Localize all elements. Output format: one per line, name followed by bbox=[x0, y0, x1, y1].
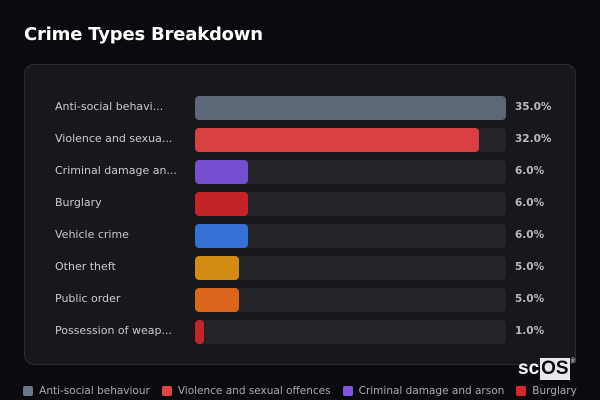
bar-row[interactable]: Criminal damage an... 6.0% bbox=[25, 160, 575, 184]
bar-track bbox=[195, 192, 506, 216]
bar-track bbox=[195, 96, 506, 120]
bar-track bbox=[195, 256, 506, 280]
bar-value: 5.0% bbox=[515, 293, 545, 305]
bar-track bbox=[195, 224, 506, 248]
bar-value: 6.0% bbox=[515, 229, 545, 241]
logo-prefix: sc bbox=[518, 358, 540, 379]
bar-track bbox=[195, 160, 506, 184]
bar-value: 35.0% bbox=[515, 101, 552, 113]
bar-fill[interactable] bbox=[195, 288, 239, 312]
legend-label: Anti-social behaviour bbox=[39, 385, 150, 397]
registered-mark: ® bbox=[570, 358, 576, 365]
bar-value: 6.0% bbox=[515, 197, 545, 209]
bar-label: Other theft bbox=[55, 260, 116, 273]
bar-label: Violence and sexua... bbox=[55, 132, 173, 145]
bar-row[interactable]: Burglary 6.0% bbox=[25, 192, 575, 216]
legend-item[interactable]: Anti-social behaviour bbox=[23, 385, 150, 397]
bar-track bbox=[195, 288, 506, 312]
legend-swatch-icon bbox=[161, 386, 172, 396]
bar-fill[interactable] bbox=[195, 256, 239, 280]
bar-label: Public order bbox=[55, 292, 121, 305]
logo-boxed: OS bbox=[540, 358, 570, 380]
legend-item[interactable]: Burglary bbox=[516, 385, 577, 397]
bar-label: Possession of weap... bbox=[55, 324, 172, 337]
bar-label: Anti-social behavi... bbox=[55, 100, 164, 113]
scos-logo: sc OS ® bbox=[518, 358, 576, 380]
bar-row[interactable]: Vehicle crime 6.0% bbox=[25, 224, 575, 248]
bar-fill[interactable] bbox=[195, 96, 506, 120]
bar-fill[interactable] bbox=[195, 160, 248, 184]
bar-row[interactable]: Possession of weap... 1.0% bbox=[25, 320, 575, 344]
legend-label: Burglary bbox=[532, 385, 577, 397]
bar-fill[interactable] bbox=[195, 320, 204, 344]
legend-swatch-icon bbox=[516, 386, 527, 396]
chart-card: Anti-social behavi... 35.0% Violence and s… bbox=[24, 64, 576, 365]
chart-legend: Anti-social behaviour Violence and sexual… bbox=[0, 385, 600, 397]
legend-item[interactable]: Violence and sexual offences bbox=[161, 385, 331, 397]
legend-swatch-icon bbox=[23, 386, 34, 396]
bar-row[interactable]: Public order 5.0% bbox=[25, 288, 575, 312]
bar-value: 1.0% bbox=[515, 325, 545, 337]
bar-value: 32.0% bbox=[515, 133, 552, 145]
bar-row[interactable]: Anti-social behavi... 35.0% bbox=[25, 96, 575, 120]
page-title: Crime Types Breakdown bbox=[24, 24, 263, 45]
bar-fill[interactable] bbox=[195, 192, 248, 216]
bar-value: 5.0% bbox=[515, 261, 545, 273]
legend-item[interactable]: Criminal damage and arson bbox=[342, 385, 505, 397]
bar-track bbox=[195, 128, 506, 152]
bar-fill[interactable] bbox=[195, 224, 248, 248]
bar-fill[interactable] bbox=[195, 128, 479, 152]
legend-label: Violence and sexual offences bbox=[177, 385, 331, 397]
bar-value: 6.0% bbox=[515, 165, 545, 177]
bar-row[interactable]: Other theft 5.0% bbox=[25, 256, 575, 280]
legend-label: Criminal damage and arson bbox=[358, 385, 505, 397]
bar-row[interactable]: Violence and sexua... 32.0% bbox=[25, 128, 575, 152]
bar-label: Vehicle crime bbox=[55, 228, 129, 241]
bar-track bbox=[195, 320, 506, 344]
legend-swatch-icon bbox=[342, 386, 353, 396]
bar-label: Criminal damage an... bbox=[55, 164, 177, 177]
bar-label: Burglary bbox=[55, 196, 102, 209]
